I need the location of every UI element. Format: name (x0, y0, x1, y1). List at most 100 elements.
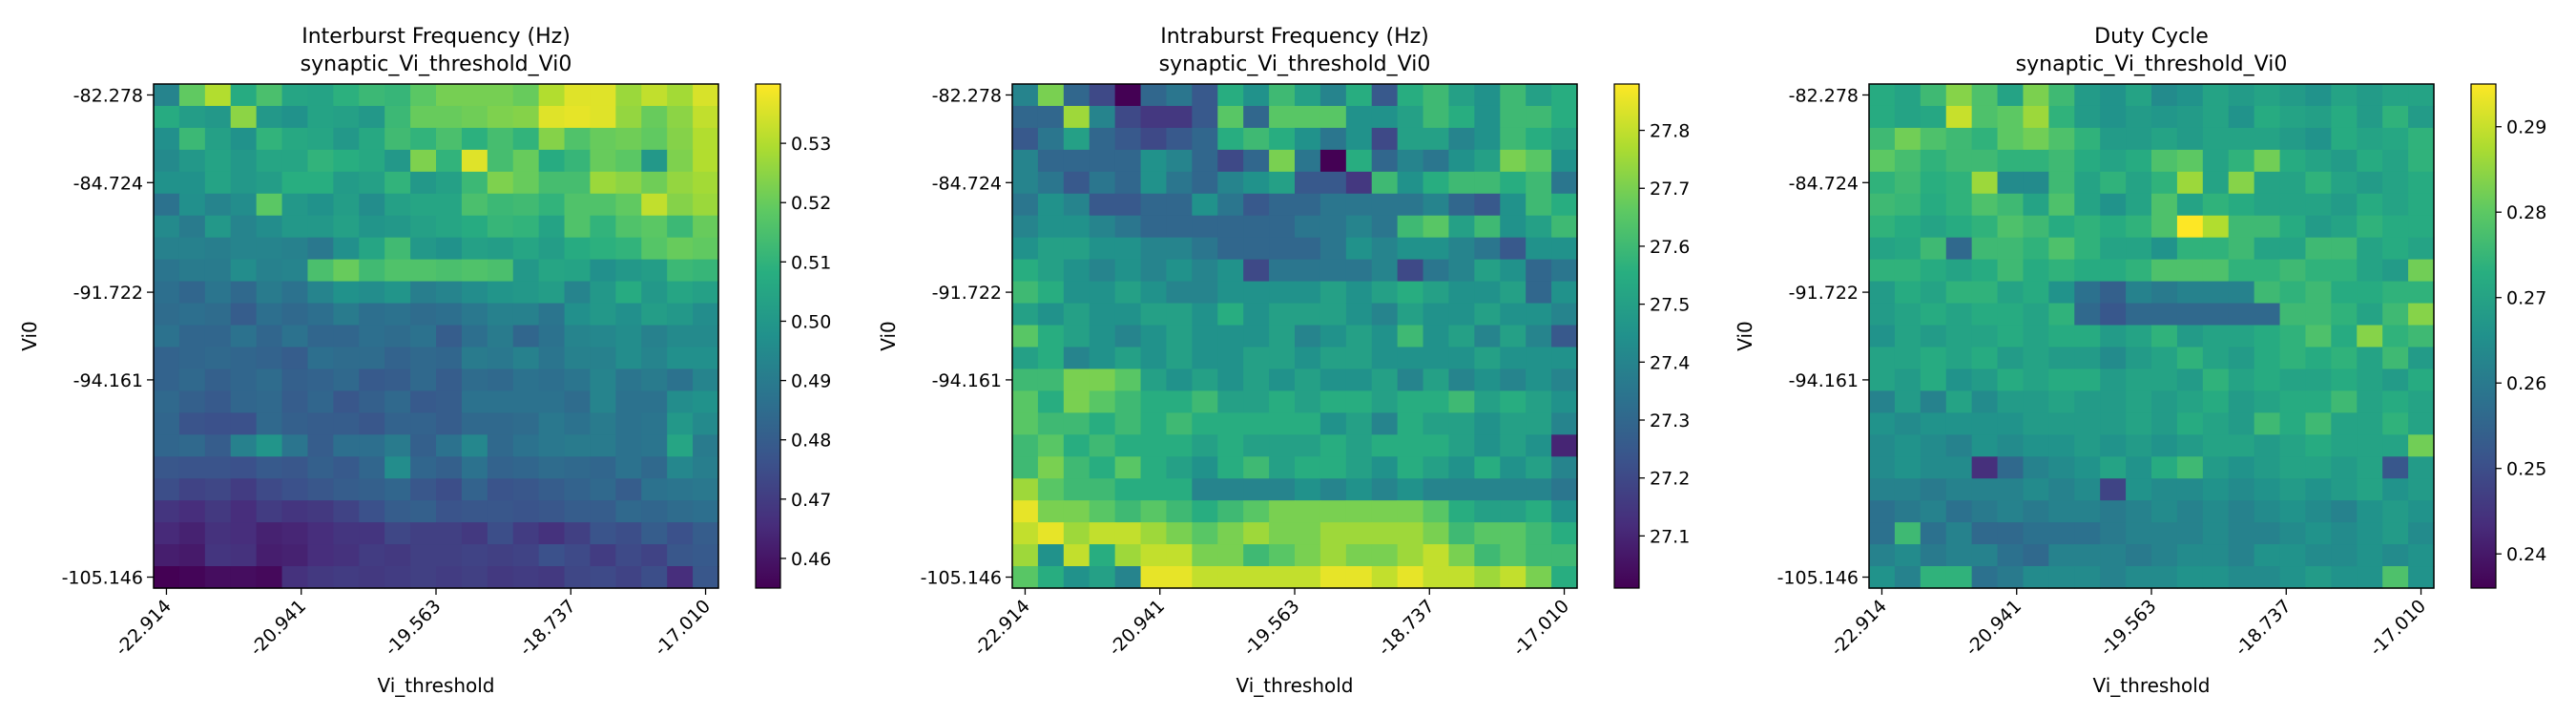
heatmap-cell (204, 281, 232, 305)
heatmap-cell (1319, 105, 1347, 129)
heatmap-cell (2382, 412, 2409, 435)
heatmap-cell (693, 369, 719, 391)
heatmap-cell (1920, 127, 1947, 151)
heatmap-cell (2382, 500, 2409, 523)
heatmap-cell (1192, 193, 1218, 217)
heatmap-cell (2408, 303, 2435, 326)
heatmap-cell (2023, 127, 2049, 151)
heatmap-cell (1920, 412, 1947, 435)
heatmap-cell (281, 325, 309, 348)
heatmap-cell (1063, 369, 1091, 391)
heatmap-cell (2357, 325, 2383, 348)
heatmap-cell (1319, 347, 1347, 370)
heatmap-cell (2151, 478, 2178, 501)
heatmap-cell (2151, 369, 2178, 391)
heatmap-cell (1397, 193, 1424, 217)
heatmap-cell (2331, 237, 2358, 261)
heatmap-cell (461, 325, 488, 348)
heatmap-cell (2100, 259, 2127, 283)
heatmap-cell (1192, 434, 1218, 457)
heatmap-cell (2254, 434, 2281, 457)
heatmap-cell (1526, 171, 1552, 195)
heatmap-cell (667, 347, 694, 370)
heatmap-cell (2048, 84, 2075, 107)
heatmap-cell (2357, 500, 2383, 523)
heatmap-cell (1012, 544, 1039, 567)
heatmap-cell (2100, 127, 2127, 151)
heatmap-cell (2305, 347, 2332, 370)
heatmap-cell (2254, 369, 2281, 391)
heatmap-cell (410, 303, 437, 326)
heatmap-cell (641, 303, 668, 326)
heatmap-cell (307, 215, 334, 239)
heatmap-cell (1997, 105, 2025, 129)
heatmap-cell (1997, 434, 2025, 457)
colorbar-tick-label: 0.26 (2506, 373, 2546, 394)
heatmap-cell (1319, 434, 1347, 457)
heatmap-cell (2279, 500, 2307, 523)
heatmap-cell (1423, 390, 1450, 413)
heatmap-cell (2408, 500, 2435, 523)
heatmap-cell (564, 237, 592, 261)
heatmap-cell (1345, 84, 1373, 107)
heatmap-cell (461, 434, 488, 457)
heatmap-cell (2048, 171, 2075, 195)
heatmap-cell (1114, 544, 1142, 567)
heatmap-cell (1526, 500, 1552, 523)
heatmap-cell (2126, 303, 2152, 326)
heatmap-cell (512, 412, 540, 435)
heatmap-cell (1269, 127, 1296, 151)
heatmap-cell (667, 149, 694, 173)
colorbar-tick-label: 0.25 (2506, 459, 2546, 480)
heatmap-cell (1217, 127, 1244, 151)
heatmap-cell (1345, 127, 1373, 151)
heatmap-cell (2254, 544, 2281, 567)
heatmap-cell (1945, 390, 1973, 413)
heatmap-cell (1192, 369, 1218, 391)
heatmap-cell (2202, 478, 2230, 501)
heatmap-cell (1217, 412, 1244, 435)
heatmap-cell (590, 127, 616, 151)
heatmap-cell (1371, 412, 1399, 435)
heatmap-cell (256, 325, 283, 348)
heatmap-cell (204, 390, 232, 413)
heatmap-cell (2279, 434, 2307, 457)
heatmap-cell (256, 303, 283, 326)
heatmap-cell (1894, 325, 1922, 348)
heatmap-cell (333, 215, 360, 239)
heatmap-cell (2408, 390, 2435, 413)
heatmap-cell (2254, 127, 2281, 151)
heatmap-cell (667, 566, 694, 589)
heatmap-cell (1243, 522, 1270, 545)
heatmap-cell (2357, 478, 2383, 501)
colorbar-tick-label: 0.28 (2506, 202, 2546, 223)
heatmap-cell (154, 105, 180, 129)
heatmap-cell (1140, 390, 1168, 413)
heatmap-cell (2176, 369, 2204, 391)
heatmap-cell (1166, 127, 1193, 151)
heatmap-cell (1037, 434, 1065, 457)
heatmap-cell (641, 149, 668, 173)
heatmap-cell (2331, 522, 2358, 545)
heatmap-cell (641, 478, 668, 501)
heatmap-cell (512, 84, 540, 107)
heatmap-cell (1371, 347, 1399, 370)
heatmap-cell (2074, 412, 2101, 435)
heatmap-cell (1217, 259, 1244, 283)
heatmap-cell (2254, 522, 2281, 545)
heatmap-cell (2408, 456, 2435, 479)
heatmap-cell (1037, 281, 1065, 305)
x-tick-label: -20.941 (246, 596, 310, 660)
heatmap-cell (2331, 500, 2358, 523)
colorbar (755, 83, 781, 589)
y-tick-label: -94.161 (932, 370, 1002, 391)
heatmap-cell (2279, 171, 2307, 195)
heatmap-cell (1894, 215, 1922, 239)
heatmap-cell (1319, 544, 1347, 567)
heatmap-cell (1217, 325, 1244, 348)
heatmap-cell (461, 215, 488, 239)
heatmap-cell (1397, 237, 1424, 261)
heatmap-cell (2100, 171, 2127, 195)
heatmap-cell (667, 412, 694, 435)
heatmap-cell (1869, 105, 1896, 129)
